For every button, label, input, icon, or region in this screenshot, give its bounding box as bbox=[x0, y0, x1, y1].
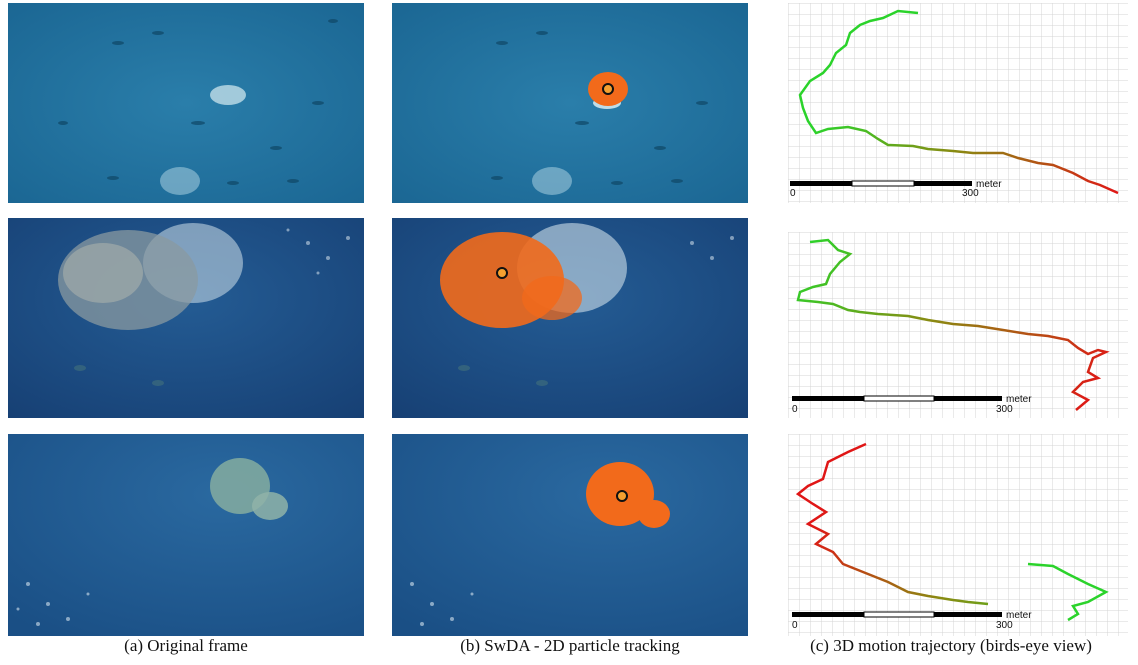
centroid-marker bbox=[616, 490, 628, 502]
trajectory-plot: 0 300 meter bbox=[788, 434, 1128, 636]
row1-trajectory: 0 300 meter bbox=[788, 3, 1128, 203]
caption-swda-tracking: (b) SwDA - 2D particle tracking bbox=[460, 636, 680, 655]
trajectory-plot: 0 300 meter bbox=[788, 3, 1128, 203]
aerial-ocean-image-tracked bbox=[392, 218, 748, 418]
scale-start-label: 0 bbox=[792, 404, 798, 415]
aerial-ocean-image-tracked bbox=[392, 434, 748, 636]
row2-swda-tracking bbox=[392, 218, 748, 418]
row3-swda-tracking bbox=[392, 434, 748, 636]
aerial-ocean-image bbox=[8, 3, 364, 203]
caption-original-frame: (a) Original frame bbox=[124, 636, 248, 655]
aerial-ocean-image bbox=[8, 218, 364, 418]
scale-start-label: 0 bbox=[790, 188, 796, 199]
scale-start-label: 0 bbox=[792, 620, 798, 631]
scale-end-label: 300 bbox=[996, 620, 1013, 631]
row1-swda-tracking bbox=[392, 3, 748, 203]
centroid-marker bbox=[602, 83, 614, 95]
row2-trajectory: 0 300 meter bbox=[788, 232, 1128, 418]
scale-end-label: 300 bbox=[962, 188, 979, 199]
row1-original-frame bbox=[8, 3, 364, 203]
row3-trajectory: 0 300 meter bbox=[788, 434, 1128, 636]
centroid-marker bbox=[496, 267, 508, 279]
caption-trajectory: (c) 3D motion trajectory (birds-eye view… bbox=[810, 636, 1092, 655]
scale-unit-label: meter bbox=[1006, 394, 1032, 405]
row3-original-frame bbox=[8, 434, 364, 636]
aerial-ocean-image bbox=[8, 434, 364, 636]
trajectory-plot: 0 300 meter bbox=[788, 232, 1128, 418]
scale-unit-label: meter bbox=[976, 179, 1002, 190]
scale-unit-label: meter bbox=[1006, 610, 1032, 621]
scale-end-label: 300 bbox=[996, 404, 1013, 415]
aerial-ocean-image-tracked bbox=[392, 3, 748, 203]
trajectory-line bbox=[796, 238, 1110, 411]
row2-original-frame bbox=[8, 218, 364, 418]
trajectory-line bbox=[795, 442, 989, 606]
trajectory-line bbox=[798, 9, 1119, 195]
